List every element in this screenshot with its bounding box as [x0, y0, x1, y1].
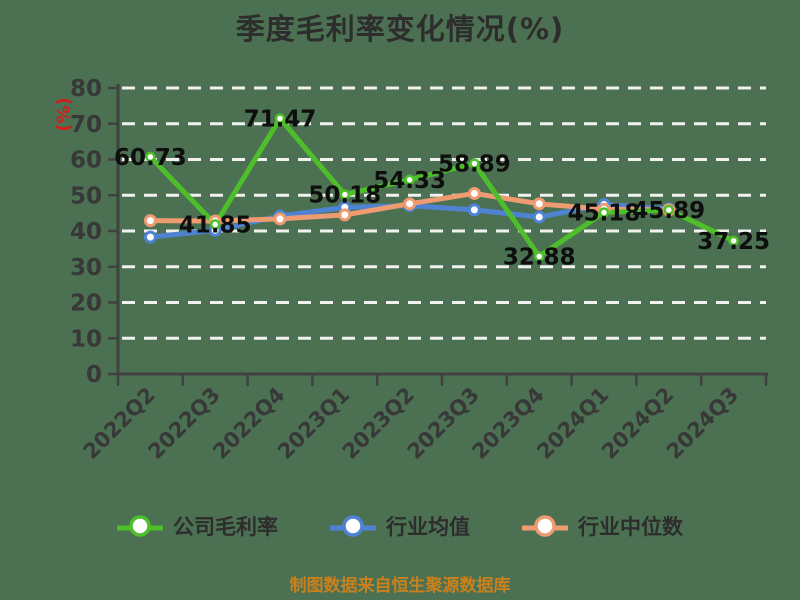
data-point-industry-median[interactable] [143, 214, 157, 228]
data-point-company-gross-margin[interactable] [145, 151, 156, 163]
legend-item-industry-median[interactable]: 行业中位数 [522, 511, 683, 541]
data-point-company-gross-margin[interactable] [404, 174, 415, 186]
data-point-company-gross-margin[interactable] [469, 158, 480, 169]
data-point-company-gross-margin[interactable] [339, 189, 351, 200]
data-point-value-label: 60.73 [114, 145, 187, 171]
chart-legend: 公司毛利率 行业均值 行业中位数 [0, 511, 800, 541]
data-point-value-label: 54.33 [373, 168, 446, 194]
data-point-company-gross-margin[interactable] [209, 219, 221, 230]
data-point-company-gross-margin[interactable] [663, 204, 675, 216]
data-point-value-label: 45.18 [568, 200, 641, 226]
data-point-value-label: 71.47 [244, 106, 317, 132]
y-tick-label: 30 [70, 255, 102, 281]
y-tick-label: 70 [70, 112, 102, 138]
legend-marker-industry-median [522, 515, 568, 537]
y-tick-label: 60 [70, 148, 102, 174]
legend-label: 行业中位数 [578, 515, 683, 539]
y-tick-label: 10 [70, 326, 102, 352]
legend-marker-industry-average [330, 515, 376, 537]
data-point-value-label: 37.25 [697, 229, 770, 255]
y-tick-label: 0 [86, 362, 102, 388]
x-tick-label: 2024Q3 [662, 383, 743, 464]
data-point-company-gross-margin[interactable] [598, 207, 610, 218]
data-point-industry-average[interactable] [532, 210, 546, 224]
data-point-industry-median[interactable] [532, 197, 546, 211]
data-source-caption: 制图数据来自恒生聚源数据库 [289, 576, 511, 596]
data-point-company-gross-margin[interactable] [533, 251, 545, 262]
legend-label: 公司毛利率 [173, 515, 278, 539]
data-point-value-label: 50.18 [308, 183, 381, 209]
y-tick-label: 20 [70, 291, 102, 317]
data-point-industry-median[interactable] [403, 197, 417, 211]
data-point-value-label: 32.88 [503, 244, 576, 270]
legend-item-company-gross-margin[interactable]: 公司毛利率 [117, 511, 278, 541]
y-tick-label: 50 [70, 183, 102, 209]
data-point-value-label: 58.89 [438, 151, 511, 177]
data-point-company-gross-margin[interactable] [274, 113, 286, 124]
series-line-company-gross-margin [147, 115, 737, 259]
data-point-industry-median[interactable] [467, 186, 481, 200]
data-point-industry-median[interactable] [273, 212, 287, 226]
chart-title: 季度毛利率变化情况(%) [235, 12, 565, 46]
y-tick-label: 40 [70, 219, 102, 245]
legend-item-industry-average[interactable]: 行业均值 [330, 511, 470, 541]
data-point-value-label: 41.85 [179, 212, 252, 238]
data-point-industry-average[interactable] [143, 230, 157, 244]
data-point-industry-median[interactable] [338, 208, 352, 222]
data-point-company-gross-margin[interactable] [728, 235, 739, 247]
data-point-industry-average[interactable] [467, 203, 481, 217]
y-tick-label: 80 [70, 76, 102, 102]
legend-label: 行业均值 [386, 515, 470, 539]
legend-marker-company-gross-margin [117, 515, 163, 537]
data-point-value-label: 45.89 [632, 198, 705, 224]
